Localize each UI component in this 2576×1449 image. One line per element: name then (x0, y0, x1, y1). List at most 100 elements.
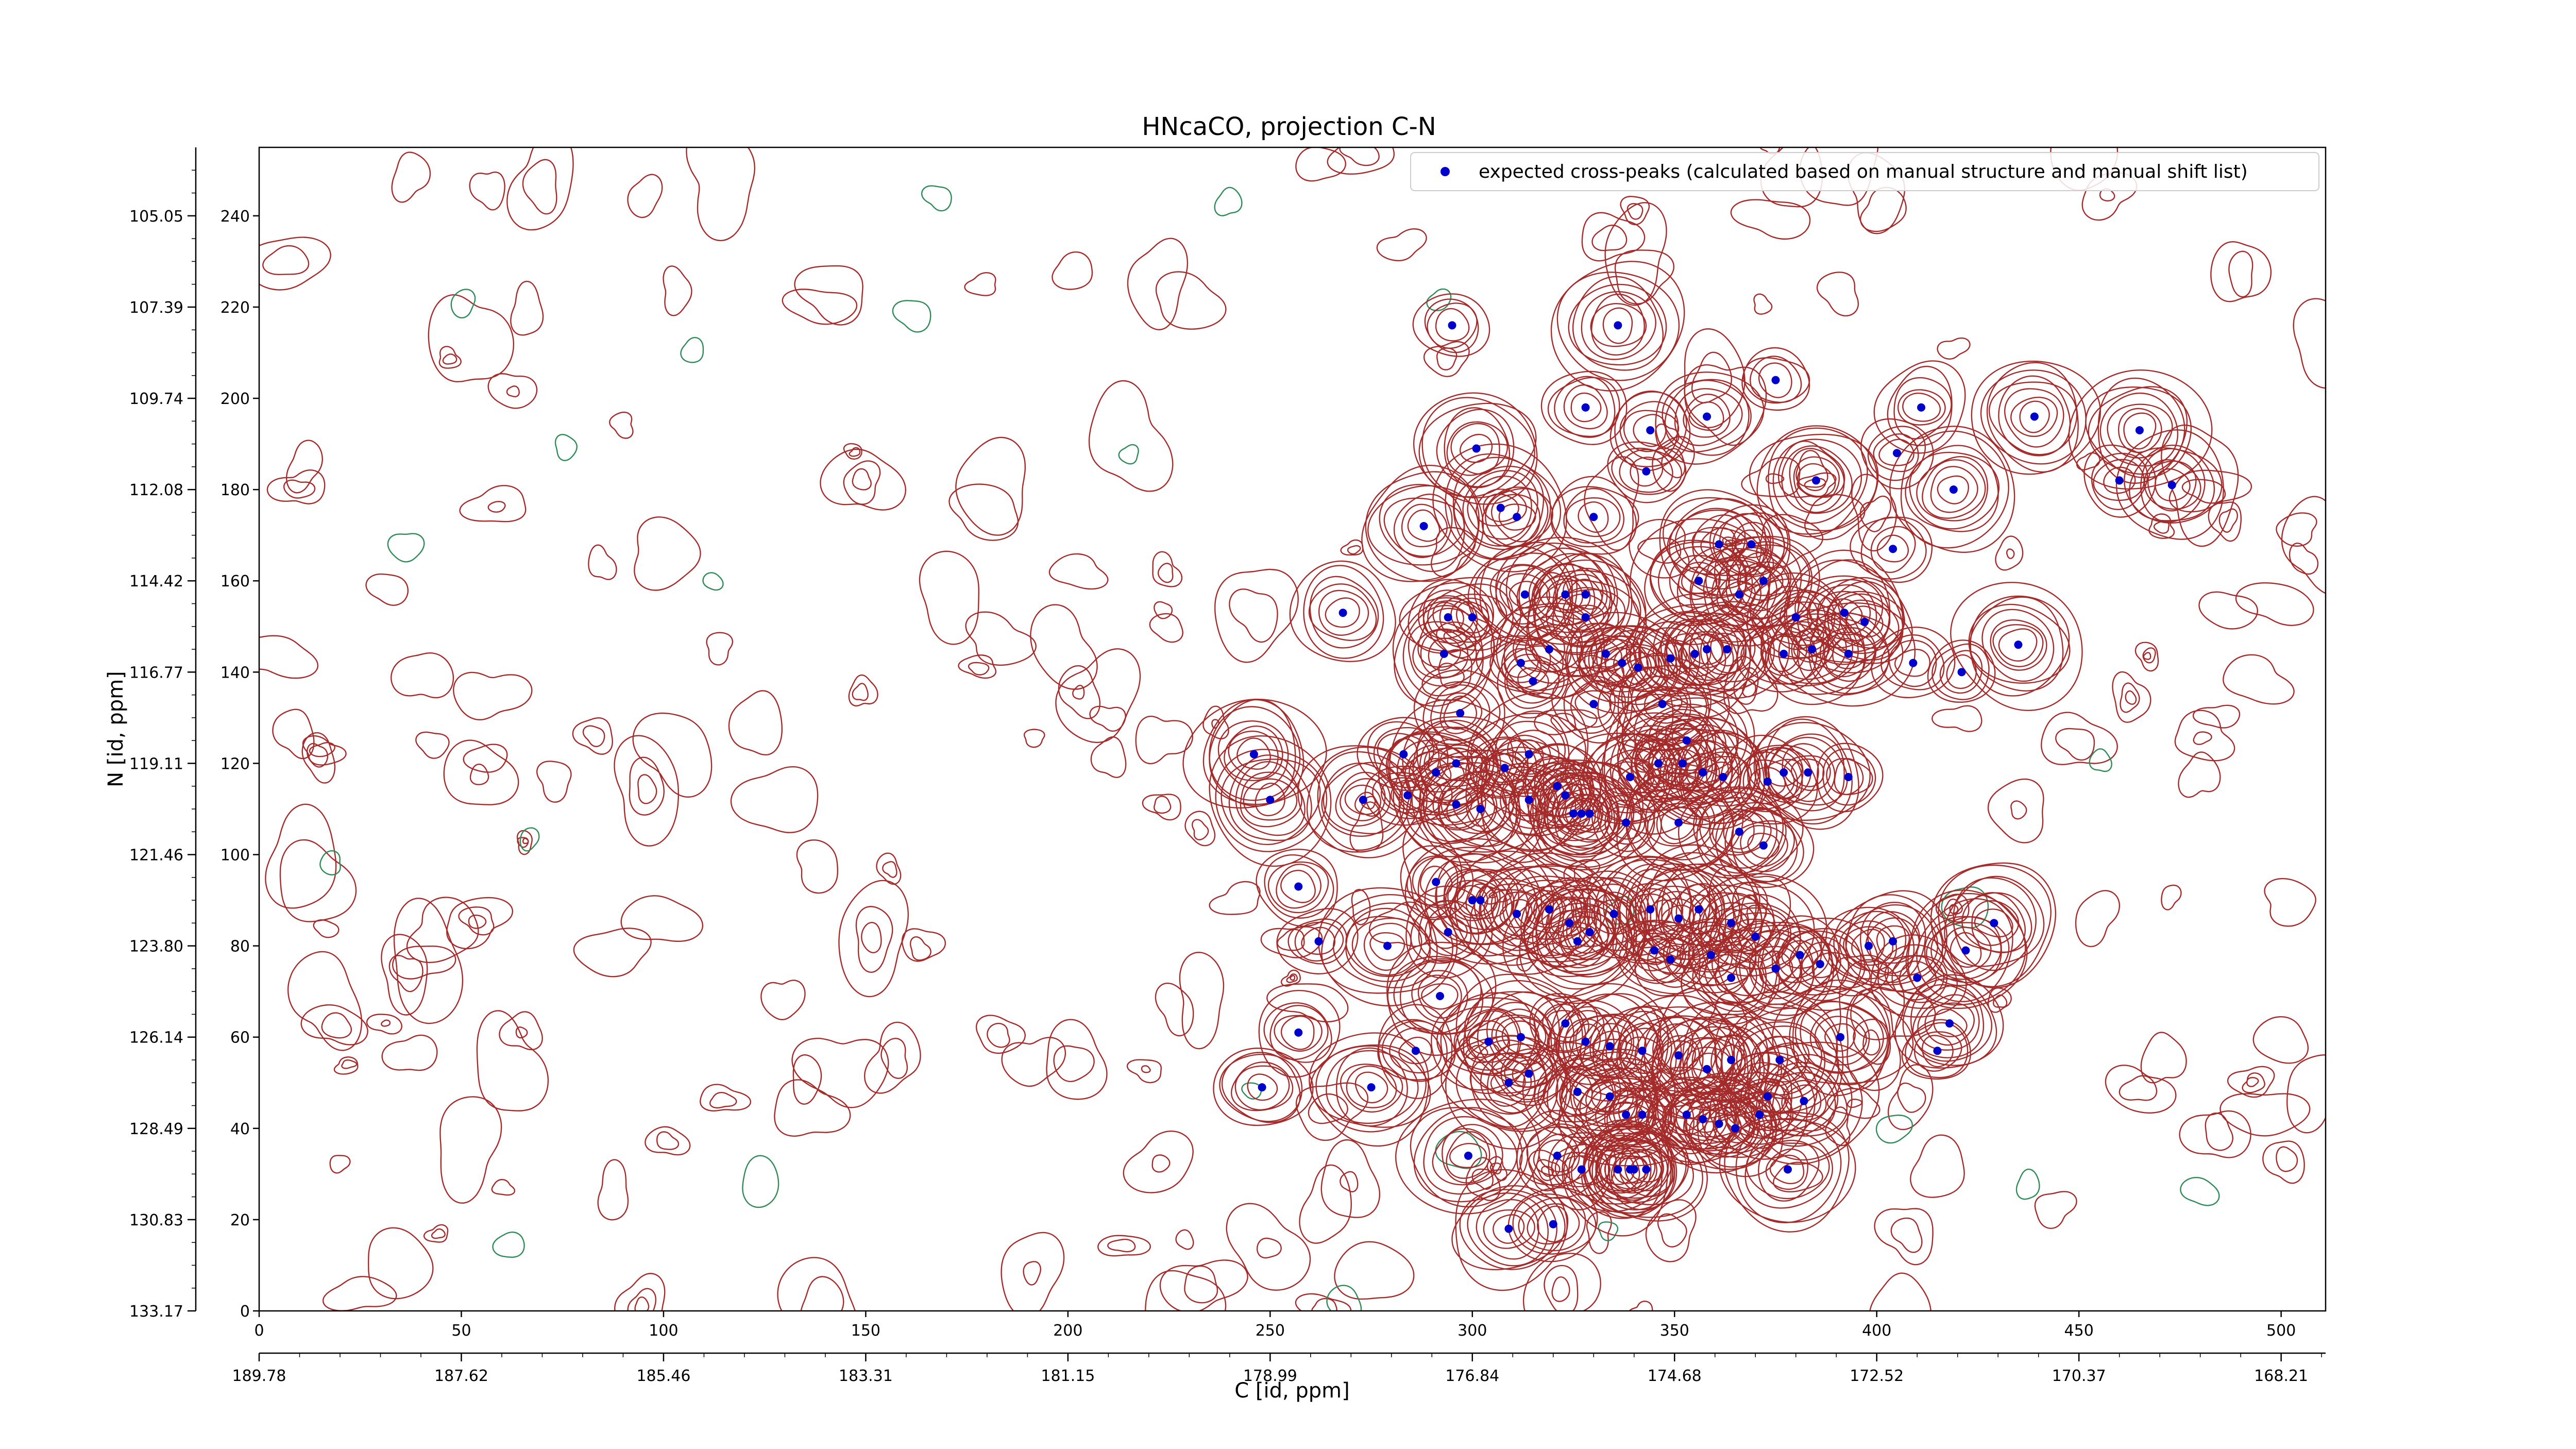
contour-line (1552, 921, 1603, 961)
contour-line (1455, 601, 1490, 634)
contour-line (1893, 377, 1952, 440)
contour-line (1490, 865, 1608, 956)
contour-line (387, 533, 425, 563)
cross-peak-marker (1763, 1092, 1772, 1101)
cross-peak-marker (1439, 649, 1448, 658)
contour-line (2112, 671, 2151, 723)
contour-line (381, 1019, 391, 1027)
contour-line (1987, 778, 2044, 844)
contour-line (1567, 604, 1604, 631)
cross-peak-marker (1933, 1047, 1942, 1055)
contour-line (313, 919, 340, 938)
contour-line (2034, 1191, 2077, 1229)
contour-line (1747, 722, 1871, 821)
contour-line (730, 766, 819, 833)
contour-line (1428, 637, 1461, 671)
contour-line (1575, 877, 1651, 951)
contour-line (1559, 1051, 1656, 1142)
contour-line (1421, 983, 1459, 1010)
contour-line (1184, 811, 1216, 847)
contour-line (1874, 1208, 1934, 1266)
x-index-axis: 0 50 100 150 200 250 300 350 400 450 500 (254, 1311, 2296, 1340)
contour-line (1522, 1253, 1601, 1311)
contour-line (1489, 564, 1558, 628)
contour-line (1219, 1053, 1303, 1122)
cross-peak-marker (1399, 750, 1408, 759)
contour-line (1052, 251, 1093, 290)
contour-line (319, 850, 341, 875)
contour-line (1824, 1023, 1856, 1052)
contour-line (2097, 377, 2185, 484)
contour-line (1267, 861, 1329, 914)
cross-peak-marker (1682, 736, 1691, 745)
contour-line (1335, 771, 1391, 827)
cross-peak-marker (1294, 1028, 1303, 1037)
contour-line (1839, 920, 1897, 972)
contour-line (1674, 739, 1733, 806)
contour-line (848, 674, 878, 706)
contour-line (1674, 1090, 1760, 1158)
contour-line (1933, 1008, 1968, 1037)
contour-line (1295, 1293, 1352, 1311)
contour-line (1541, 1166, 1554, 1177)
contour-line (1236, 737, 1271, 770)
contour-line (588, 544, 617, 580)
contour-line (1276, 908, 1359, 975)
contour-line (1930, 466, 1978, 513)
cross-peak-marker (1476, 896, 1485, 905)
cross-peak-marker (1614, 321, 1622, 330)
contour-line (1551, 1276, 1570, 1302)
cross-peak-marker (1715, 540, 1723, 549)
cross-peak-marker (1666, 654, 1675, 663)
contour-line (1321, 762, 1403, 837)
contour-line (1398, 1036, 1432, 1065)
contour-line (2193, 731, 2212, 745)
contour-line (446, 897, 514, 950)
cross-peak-marker (1771, 376, 1780, 384)
y-ppm-tick-label: 107.39 (129, 299, 183, 317)
contour-line (1446, 784, 1514, 834)
y-ppm-tick-label: 112.08 (129, 481, 183, 499)
contour-line (1266, 983, 1349, 1023)
y-index-tick-label: 240 (221, 208, 250, 226)
contour-line (1953, 877, 2037, 971)
cross-peak-marker (1678, 759, 1687, 768)
contour-line (1723, 814, 1755, 850)
contour-line (1790, 758, 1825, 787)
contour-line (1581, 291, 1656, 360)
contour-line (1912, 985, 1985, 1058)
contour-line (1797, 463, 1836, 497)
contour-line (1797, 472, 1837, 498)
contour-line (1570, 1064, 1652, 1127)
cross-peak-marker (1889, 937, 1897, 946)
contour-line (2293, 298, 2326, 389)
cross-peak-marker (1383, 941, 1392, 950)
contour-line (2205, 1113, 2233, 1151)
contour-line (259, 635, 319, 679)
contour-line (1784, 549, 1904, 673)
contour-line (1533, 569, 1641, 669)
cross-peak-marker (1650, 946, 1659, 955)
contour-line (1809, 1008, 1870, 1066)
contour-line (1648, 1087, 1756, 1152)
contour-line (388, 955, 423, 992)
contour-line (1427, 583, 1514, 651)
contour-line (1845, 904, 1939, 977)
contour-line (1931, 705, 1982, 732)
contour-line (1294, 921, 1344, 962)
contour-line (1680, 924, 1742, 987)
contour-line (777, 1257, 856, 1311)
cross-peak-marker (1816, 960, 1824, 969)
contour-line (1141, 1065, 1151, 1073)
contour-line (1900, 430, 2009, 549)
contour-line (1286, 973, 1298, 983)
contour-line (1423, 1116, 1518, 1195)
cross-peak-marker (1456, 709, 1465, 718)
contour-line (1851, 474, 1897, 552)
contour-line (1426, 288, 1452, 311)
contour-line (1634, 921, 1708, 997)
contour-line (1515, 624, 1582, 672)
contour-line (1369, 932, 1405, 961)
contour-line (459, 485, 527, 523)
contour-line (2055, 728, 2095, 761)
